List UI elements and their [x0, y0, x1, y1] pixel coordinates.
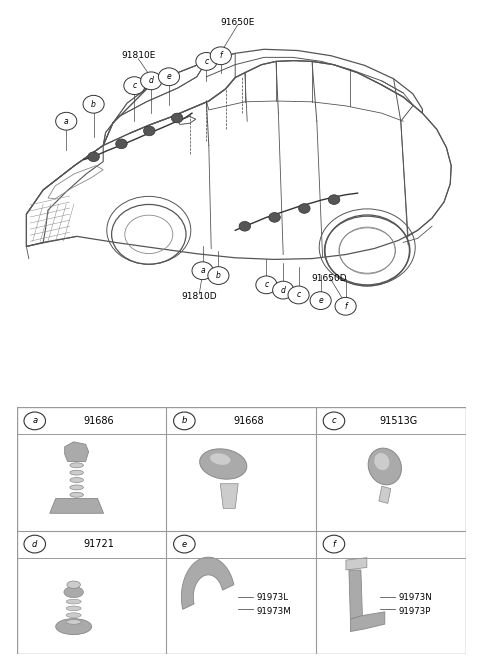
Text: d: d [281, 286, 286, 294]
Ellipse shape [70, 470, 84, 475]
Ellipse shape [70, 463, 84, 468]
Circle shape [210, 47, 231, 64]
Text: 91973N: 91973N [398, 593, 432, 602]
Ellipse shape [374, 453, 389, 470]
Ellipse shape [66, 613, 81, 618]
Circle shape [328, 194, 340, 204]
Polygon shape [346, 558, 367, 570]
Polygon shape [379, 486, 391, 503]
Circle shape [174, 535, 195, 553]
Polygon shape [65, 442, 89, 461]
Ellipse shape [67, 581, 80, 589]
Text: a: a [64, 117, 69, 125]
Text: c: c [204, 57, 208, 66]
Text: 91686: 91686 [84, 416, 114, 426]
Text: b: b [216, 271, 221, 280]
Circle shape [158, 68, 180, 85]
Circle shape [88, 152, 99, 162]
Ellipse shape [66, 599, 81, 604]
Circle shape [24, 412, 46, 430]
Circle shape [174, 412, 195, 430]
Circle shape [323, 535, 345, 553]
Circle shape [144, 126, 155, 136]
Circle shape [269, 212, 280, 222]
Text: d: d [32, 539, 37, 549]
Text: 91650D: 91650D [311, 275, 347, 283]
Circle shape [273, 281, 294, 299]
Polygon shape [181, 557, 234, 610]
Circle shape [196, 53, 217, 70]
Text: c: c [297, 290, 300, 300]
Text: f: f [333, 539, 336, 549]
Circle shape [116, 139, 127, 148]
Polygon shape [50, 499, 104, 513]
Text: a: a [200, 266, 205, 275]
Ellipse shape [200, 449, 247, 479]
Circle shape [335, 298, 356, 315]
Circle shape [288, 286, 309, 304]
Text: b: b [181, 417, 187, 425]
Text: e: e [318, 296, 323, 305]
Text: 91650E: 91650E [220, 18, 255, 27]
Ellipse shape [64, 587, 84, 598]
Circle shape [239, 221, 251, 231]
Text: 91973P: 91973P [398, 607, 431, 616]
Ellipse shape [56, 619, 92, 635]
Text: 91810D: 91810D [181, 292, 217, 302]
Circle shape [56, 112, 77, 130]
Text: e: e [167, 72, 171, 81]
Text: b: b [91, 100, 96, 109]
Text: 91513G: 91513G [379, 416, 418, 426]
Polygon shape [220, 484, 238, 509]
Ellipse shape [210, 453, 230, 465]
Circle shape [83, 95, 104, 113]
Circle shape [299, 204, 310, 214]
Text: 91810E: 91810E [121, 51, 156, 60]
Circle shape [192, 262, 213, 280]
Ellipse shape [66, 620, 81, 624]
Ellipse shape [70, 478, 84, 482]
Polygon shape [350, 612, 385, 631]
Circle shape [24, 535, 46, 553]
Text: f: f [344, 302, 347, 311]
Ellipse shape [70, 485, 84, 490]
Circle shape [141, 72, 162, 90]
Text: e: e [182, 539, 187, 549]
Text: a: a [32, 417, 37, 425]
Text: 91973M: 91973M [256, 607, 291, 616]
Circle shape [208, 267, 229, 284]
Circle shape [124, 77, 145, 95]
Text: c: c [132, 81, 136, 90]
Text: c: c [264, 281, 268, 289]
Text: f: f [219, 51, 222, 60]
Circle shape [171, 113, 183, 123]
Polygon shape [349, 570, 362, 619]
Text: 91668: 91668 [233, 416, 264, 426]
Text: 91973L: 91973L [256, 593, 288, 602]
Ellipse shape [368, 448, 401, 485]
Text: c: c [332, 417, 336, 425]
Ellipse shape [70, 492, 84, 497]
Circle shape [256, 276, 277, 294]
Text: d: d [149, 76, 154, 85]
Ellipse shape [66, 606, 81, 611]
Text: 91721: 91721 [84, 539, 115, 549]
Circle shape [310, 292, 331, 309]
Circle shape [323, 412, 345, 430]
